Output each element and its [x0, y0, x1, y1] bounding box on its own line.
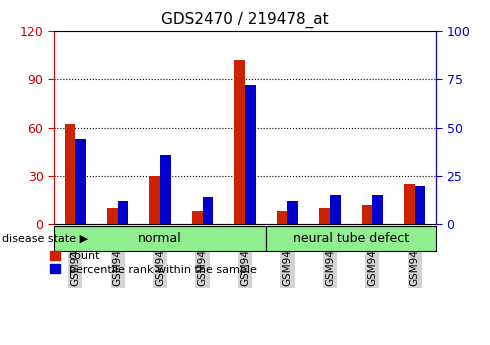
Text: neural tube defect: neural tube defect: [293, 232, 409, 245]
Text: normal: normal: [138, 232, 182, 245]
Bar: [107, 208, 118, 224]
Title: GDS2470 / 219478_at: GDS2470 / 219478_at: [161, 12, 329, 28]
Bar: [149, 176, 160, 224]
Bar: [75, 139, 86, 224]
Bar: [65, 125, 75, 224]
Bar: [118, 201, 128, 224]
Bar: [245, 85, 256, 224]
Bar: [288, 201, 298, 224]
Bar: [277, 211, 288, 224]
Bar: [372, 195, 383, 224]
Text: disease state ▶: disease state ▶: [2, 234, 89, 243]
Bar: [319, 208, 330, 224]
Bar: [202, 197, 213, 224]
Legend: count, percentile rank within the sample: count, percentile rank within the sample: [49, 251, 256, 275]
Bar: [234, 60, 245, 224]
Bar: [362, 205, 372, 224]
Bar: [330, 195, 341, 224]
Bar: [415, 186, 425, 224]
Bar: [160, 155, 171, 224]
Bar: [192, 211, 202, 224]
Bar: [404, 184, 415, 224]
